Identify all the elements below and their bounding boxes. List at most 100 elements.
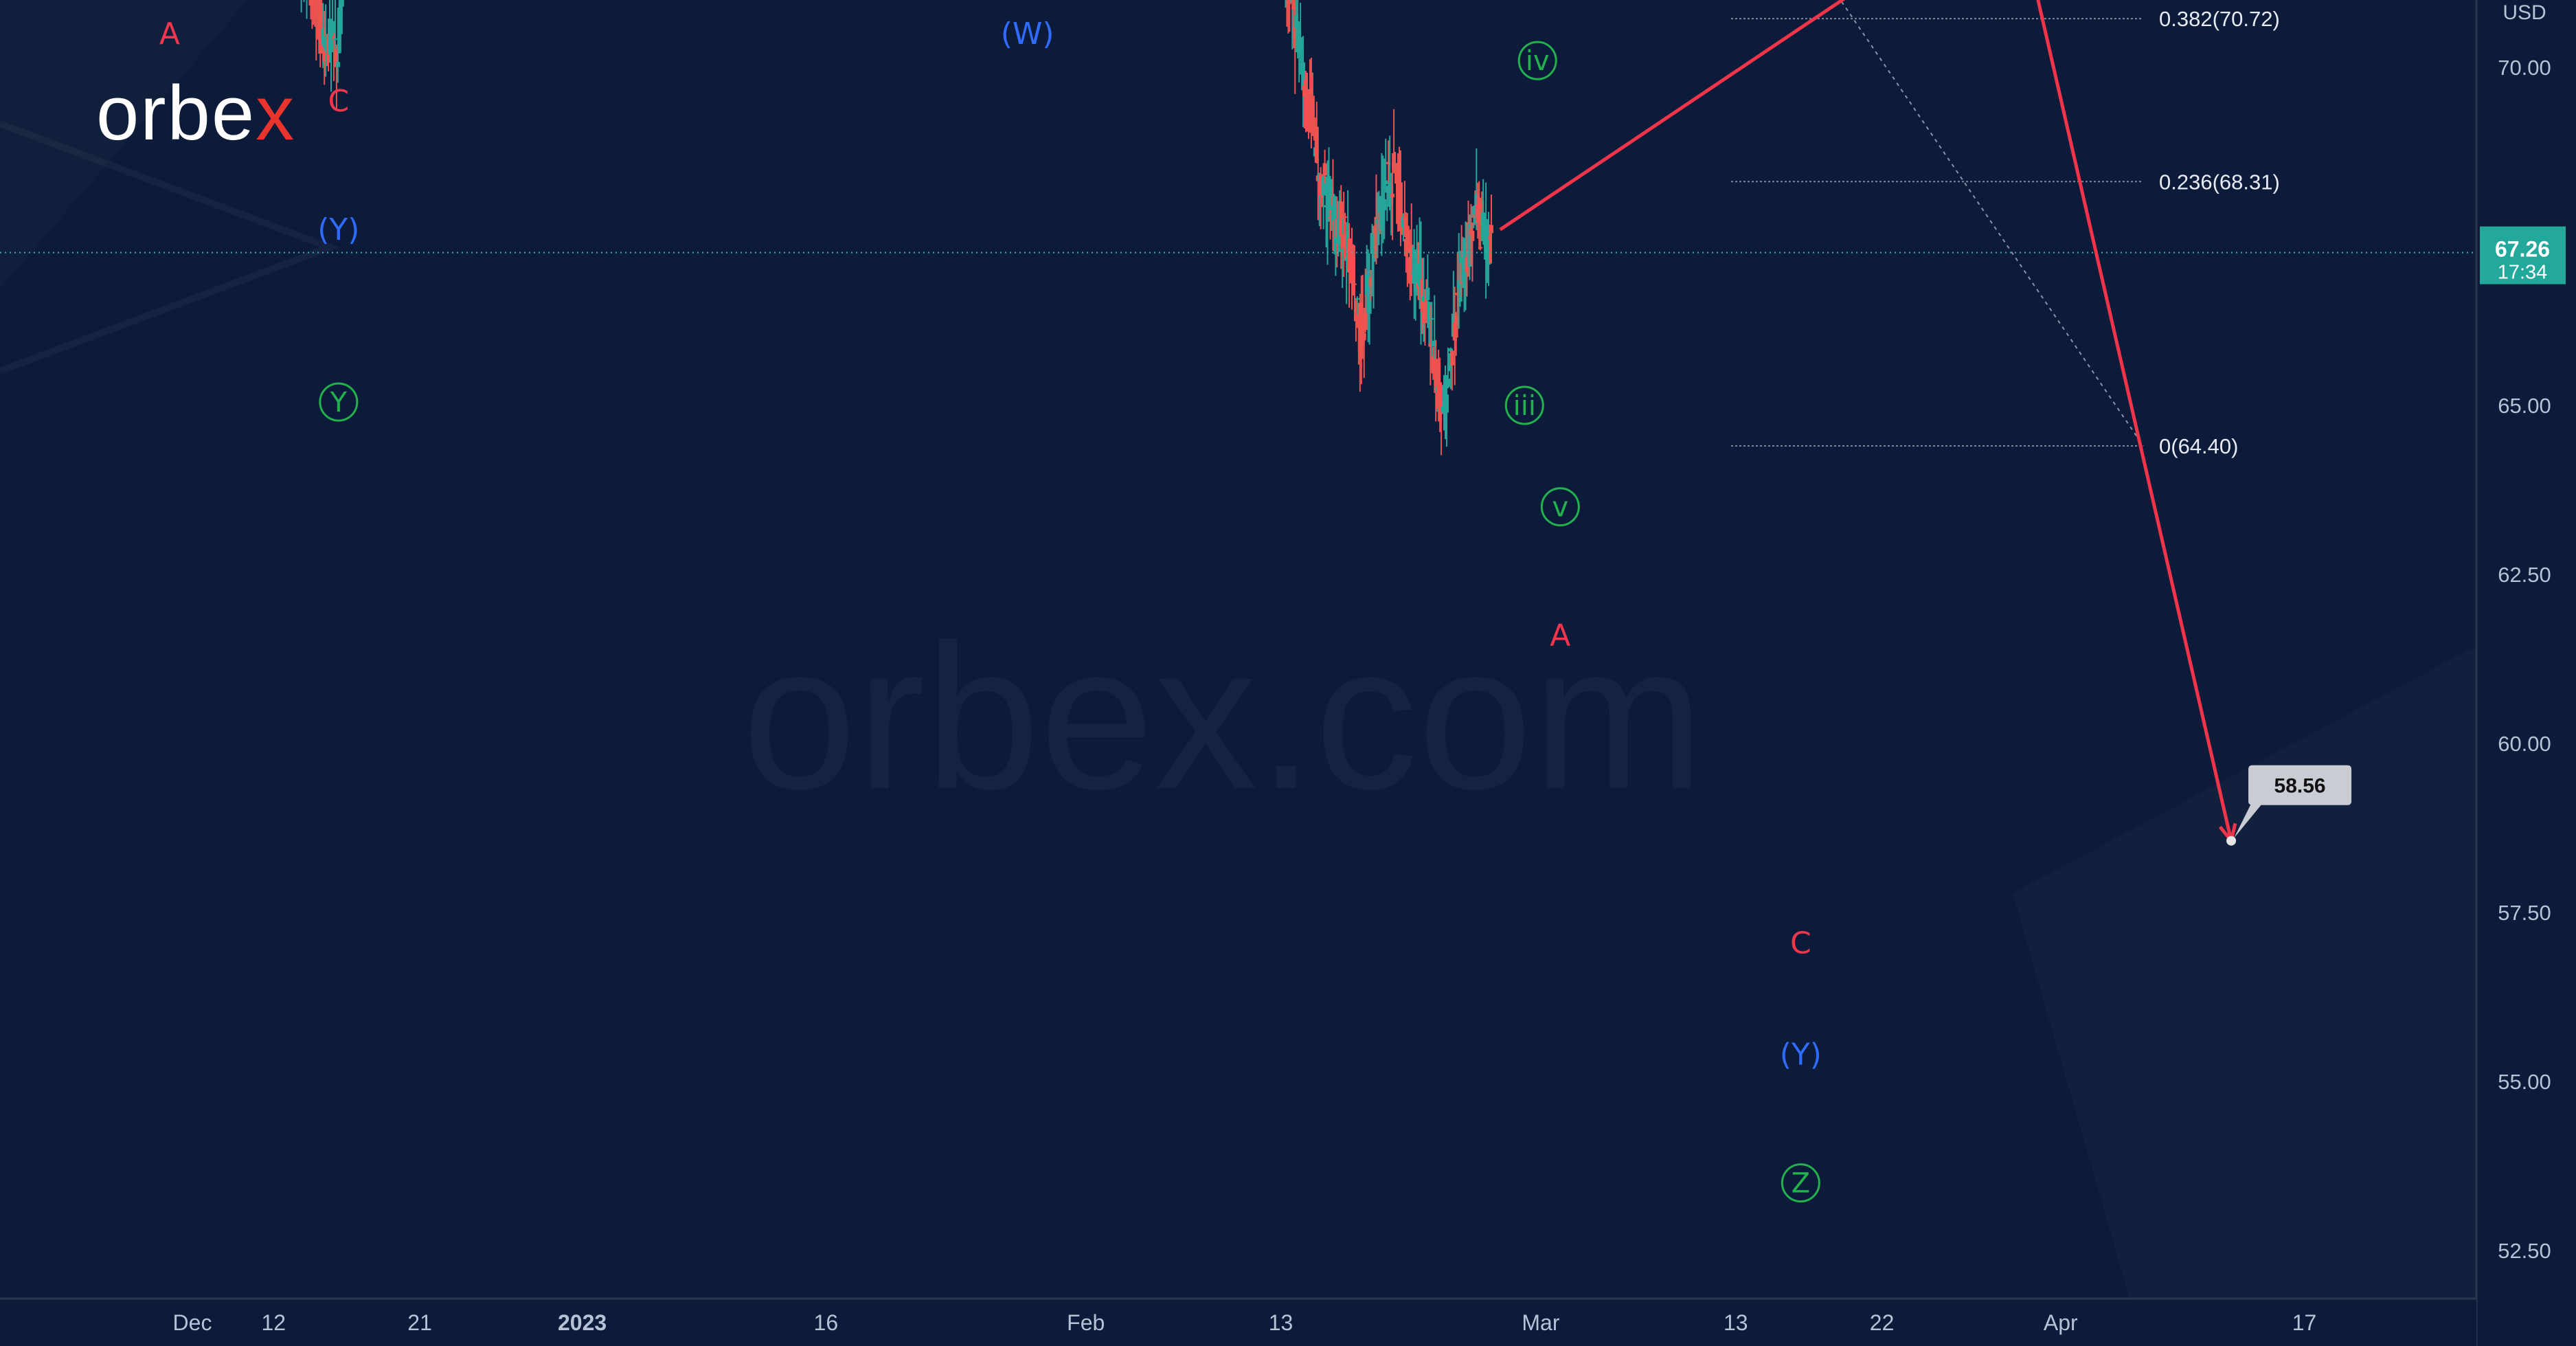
price-candle [1346, 230, 1351, 240]
price-candle [1425, 287, 1430, 300]
wave-label: A [159, 16, 180, 52]
wave-label-circle [319, 382, 359, 422]
y-axis-panel [2476, 0, 2576, 1346]
logo-prefix: orbe [96, 70, 256, 156]
price-candle [1348, 253, 1353, 267]
logo-x: x [256, 70, 296, 156]
price-candle [1385, 186, 1390, 193]
price-candle [1445, 379, 1450, 388]
price-candle [1314, 126, 1319, 163]
x-axis-tick-label: 17 [2292, 1310, 2317, 1335]
y-axis-tick-label: 62.50 [2498, 563, 2551, 587]
price-candle [1377, 196, 1381, 213]
price-candle [1477, 197, 1482, 214]
price-candle [1401, 216, 1405, 227]
callout-c-target-text: 58.56 [2274, 775, 2326, 798]
price-candle [1352, 283, 1357, 285]
price-candle [1481, 212, 1486, 241]
price-candle [314, 5, 319, 16]
price-candle [319, 3, 324, 20]
price-candle [1465, 256, 1469, 273]
price-candle [1332, 196, 1337, 221]
price-candle [1408, 257, 1412, 284]
price-candle [339, 0, 344, 7]
x-axis-tick-label: Mar [1522, 1310, 1559, 1335]
price-candle [1420, 278, 1425, 312]
price-candle [1444, 394, 1449, 413]
callout-c-target-pointer [2234, 795, 2270, 838]
price-candle [1452, 322, 1457, 341]
price-candle [334, 49, 339, 67]
orbex-logo: orbex [96, 69, 295, 157]
wave-label: A [1550, 618, 1570, 653]
wave-label-circle [1517, 41, 1557, 80]
wave-label: C [1790, 926, 1811, 961]
price-candle [1350, 265, 1355, 269]
price-candle [1440, 406, 1445, 412]
price-candle [1367, 284, 1372, 314]
y-axis-tick-label: 52.50 [2498, 1239, 2551, 1263]
price-candle [1423, 302, 1427, 324]
price-candle [1412, 267, 1416, 283]
y-axis-tick-label: 65.00 [2498, 394, 2551, 418]
price-candle [1390, 194, 1395, 198]
price-candle [1402, 218, 1407, 220]
watermark: orbex.com [742, 598, 1704, 835]
price-candle [1287, 0, 1292, 4]
wave-label: (Y) [317, 212, 359, 247]
price-candle [1449, 350, 1454, 366]
price-candle [338, 3, 343, 34]
price-candle [1311, 117, 1316, 137]
x-axis-tick-label: 13 [1269, 1310, 1293, 1335]
price-candle [1421, 295, 1426, 302]
last-price-badge [2480, 226, 2566, 284]
price-candle [324, 36, 328, 52]
price-candle [1478, 247, 1483, 249]
price-candle [318, 6, 323, 54]
fib-level-label: 0(64.40) [2159, 434, 2238, 458]
x-axis-tick-label: 21 [407, 1310, 432, 1335]
price-candle [1374, 216, 1379, 246]
x-axis-tick-label: 22 [1870, 1310, 1895, 1335]
price-candle [1431, 356, 1436, 374]
price-candle [1454, 316, 1458, 324]
price-candle [1489, 225, 1494, 234]
price-candle [335, 62, 340, 67]
price-candle [1342, 234, 1346, 249]
y-axis-unit: USD [2502, 1, 2546, 24]
price-candle [1321, 177, 1326, 196]
price-candle [1336, 218, 1341, 245]
price-candle [1427, 302, 1432, 328]
price-candle [1430, 318, 1434, 320]
price-candle [1307, 89, 1312, 93]
x-axis-tick-label: Dec [173, 1310, 212, 1335]
x-axis-tick-label: 16 [814, 1310, 839, 1335]
price-candle [1363, 308, 1368, 330]
price-candle [1432, 340, 1437, 347]
wave-label-circle [1540, 487, 1580, 527]
price-candle [1434, 359, 1438, 393]
price-candle [1463, 238, 1468, 270]
price-candle [1382, 199, 1387, 210]
callout-c-target-box [2248, 765, 2352, 805]
price-candle [1362, 333, 1366, 341]
price-candle [1471, 206, 1476, 218]
wave-label-circle [1504, 385, 1544, 425]
wave-label: (Y) [1780, 1037, 1822, 1073]
price-candle [1487, 233, 1491, 265]
price-candle [1413, 276, 1418, 292]
fib-level-label: 0.236(68.31) [2159, 170, 2280, 194]
price-candle [1368, 277, 1373, 287]
price-candle [1383, 180, 1388, 185]
x-axis-tick-label: Apr [2044, 1310, 2078, 1335]
price-candle [1322, 163, 1327, 176]
price-candle [1304, 80, 1309, 92]
price-candle [1447, 364, 1451, 371]
price-candle [1297, 30, 1302, 54]
price-candle [1375, 219, 1380, 224]
wave-label: (W) [1001, 16, 1054, 52]
price-candle [1455, 293, 1460, 295]
price-candle [1403, 238, 1408, 256]
